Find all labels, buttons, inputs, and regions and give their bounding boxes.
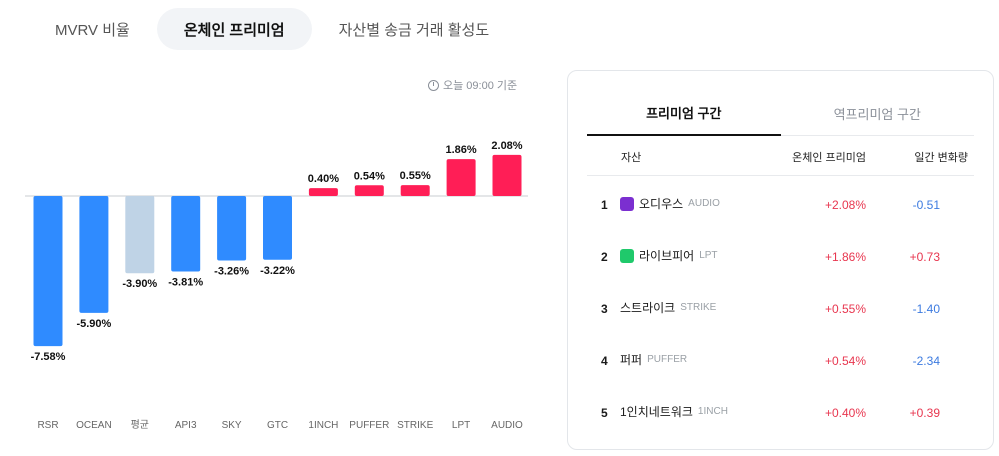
asset-symbol: STRIKE [680, 302, 717, 313]
data-label: -3.26% [214, 266, 249, 278]
rank: 5 [601, 406, 608, 420]
asset-cell: 스트라이크 STRIKE [620, 299, 716, 316]
tab-premium-zone[interactable]: 프리미엄 구간 [587, 91, 781, 136]
bar-audio[interactable] [492, 154, 522, 196]
premium-bar-chart: -7.58% RSR -5.90% OCEAN -3.90% 평균 -3.81% API3 -3… [25, 140, 528, 431]
daily-change-value: -1.40 [912, 302, 940, 316]
bar-puffer[interactable] [354, 185, 384, 196]
bar-average[interactable] [125, 196, 155, 274]
tab-reverse-premium-zone[interactable]: 역프리미엄 구간 [833, 106, 921, 122]
daily-change-value: -0.51 [912, 198, 940, 212]
rank: 3 [601, 302, 608, 316]
bar-gtc[interactable] [263, 196, 292, 260]
category-label: AUDIO [491, 420, 523, 431]
asset-logo-icon [620, 248, 634, 263]
asset-logo-icon [620, 196, 634, 211]
header-asset: 자산 [621, 152, 642, 164]
bar-rsr[interactable] [33, 196, 63, 347]
bar-lpt[interactable] [446, 159, 476, 196]
category-label: API3 [175, 420, 197, 431]
data-label: -3.22% [260, 265, 295, 277]
asset-name: 라이브피어 [639, 249, 695, 263]
asset-symbol: PUFFER [647, 354, 688, 365]
rank: 4 [601, 354, 608, 368]
asset-symbol: AUDIO [688, 198, 720, 209]
asset-cell: 퍼퍼 PUFFER [620, 351, 687, 368]
timestamp: 오늘 09:00 기준 [428, 77, 517, 93]
table-row[interactable]: 5 1인치네트워크 1INCH +0.40% +0.39 [587, 387, 974, 439]
header-change: 일간 변화량 [914, 152, 968, 164]
premium-value: +0.55% [824, 302, 866, 316]
data-label: -5.90% [76, 318, 111, 330]
table-row[interactable]: 3 스트라이크 STRIKE +0.55% -1.40 [587, 283, 974, 335]
clock-icon [428, 79, 439, 91]
table-header: 자산 온체인 프리미엄 일간 변화량 [587, 137, 974, 176]
premium-value: +1.86% [824, 250, 866, 264]
data-label: 0.54% [354, 170, 385, 182]
asset-symbol: LPT [699, 250, 718, 261]
header-premium: 온체인 프리미엄 [792, 152, 866, 164]
tab-onchain-premium[interactable]: 온체인 프리미엄 [156, 8, 312, 50]
daily-change-value: -2.34 [912, 354, 940, 368]
category-label: SKY [222, 420, 242, 431]
asset-name: 1인치네트워크 [620, 405, 693, 419]
ranking-panel: 프리미엄 구간 역프리미엄 구간 자산 온체인 프리미엄 일간 변화량 1 오디우… [567, 70, 994, 450]
tab-transfer-activity[interactable]: 자산별 송금 거래 활성도 [338, 21, 490, 39]
bar-api3[interactable] [171, 196, 201, 272]
data-label: -3.90% [122, 278, 157, 290]
category-label: LPT [452, 420, 470, 431]
metric-tabs: MVRV 비율 온체인 프리미엄 자산별 송금 거래 활성도 [28, 8, 516, 50]
data-label: 1.86% [445, 144, 476, 156]
premium-value: +2.08% [824, 198, 866, 212]
bar-sky[interactable] [217, 196, 247, 261]
daily-change-value: +0.39 [909, 406, 940, 420]
asset-cell: 라이브피어 LPT [620, 247, 718, 264]
data-label: -7.58% [31, 351, 66, 363]
panel-tabs: 프리미엄 구간 역프리미엄 구간 [587, 91, 974, 136]
data-label: 2.08% [491, 140, 522, 152]
data-label: 0.55% [400, 170, 431, 182]
data-label: 0.40% [308, 173, 339, 185]
daily-change-value: +0.73 [909, 250, 940, 264]
tab-mvrv[interactable]: MVRV 비율 [55, 21, 130, 39]
rank: 1 [601, 198, 608, 212]
asset-cell: 오디우스 AUDIO [620, 195, 720, 212]
asset-cell: 1인치네트워크 1INCH [620, 403, 728, 420]
timestamp-text: 오늘 09:00 기준 [443, 80, 518, 92]
category-label: RSR [37, 420, 58, 431]
bar-1inch[interactable] [308, 188, 338, 196]
category-label: 평균 [131, 419, 149, 431]
premium-value: +0.40% [824, 406, 866, 420]
rank: 2 [601, 250, 608, 264]
category-label: PUFFER [349, 420, 389, 431]
premium-value: +0.54% [824, 354, 866, 368]
table-row[interactable]: 4 퍼퍼 PUFFER +0.54% -2.34 [587, 335, 974, 387]
table-row[interactable]: 1 오디우스 AUDIO +2.08% -0.51 [587, 179, 974, 231]
asset-symbol: 1INCH [697, 406, 728, 417]
category-label: OCEAN [76, 420, 112, 431]
asset-name: 스트라이크 [620, 301, 676, 315]
table-row[interactable]: 2 라이브피어 LPT +1.86% +0.73 [587, 231, 974, 283]
category-label: 1INCH [308, 420, 338, 431]
category-label: STRIKE [397, 420, 433, 431]
bar-strike[interactable] [400, 185, 430, 196]
bar-ocean[interactable] [79, 196, 109, 313]
category-label: GTC [267, 420, 288, 431]
data-label: -3.81% [168, 276, 203, 288]
asset-name: 오디우스 [639, 197, 684, 211]
asset-name: 퍼퍼 [620, 353, 643, 367]
